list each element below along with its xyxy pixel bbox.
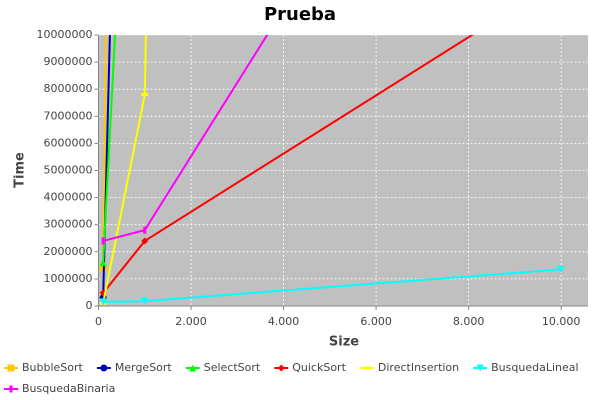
chart-title: Prueba — [264, 4, 336, 25]
y-tick-label: 1000000 — [44, 272, 93, 285]
data-point — [141, 93, 149, 97]
legend-label: BusquedaLineal — [491, 361, 578, 374]
legend-label: MergeSort — [115, 361, 173, 374]
legend-marker — [363, 366, 371, 370]
legend-label: BubbleSort — [22, 361, 84, 374]
legend-label: SelectSort — [204, 361, 261, 374]
legend-marker — [9, 385, 13, 393]
x-tick-label: 8.000 — [453, 315, 485, 328]
legend-label: DirectInsertion — [378, 361, 459, 374]
legend-label: QuickSort — [292, 361, 346, 374]
y-tick-label: 7000000 — [44, 109, 93, 122]
legend-label: BusquedaBinaria — [22, 382, 115, 395]
y-tick-label: 0 — [86, 299, 93, 312]
data-point — [557, 265, 565, 273]
legend: BubbleSort MergeSort SelectSort QuickSort Di… — [4, 361, 579, 395]
data-point — [141, 237, 149, 245]
data-point — [101, 237, 105, 245]
y-tick-label: 5000000 — [44, 164, 93, 177]
legend-marker — [277, 364, 285, 372]
y-tick-label: 3000000 — [44, 218, 93, 231]
x-tick-label: 6.000 — [360, 315, 392, 328]
y-tick-label: 10000000 — [37, 28, 93, 41]
y-tick-label: 9000000 — [44, 55, 93, 68]
legend-item: DirectInsertion — [359, 361, 459, 374]
data-point — [143, 226, 147, 234]
grid — [98, 34, 588, 307]
y-axis-label: Time — [13, 152, 28, 188]
legend-item: BusquedaLineal — [473, 361, 579, 374]
data-point — [99, 259, 107, 267]
x-axis-label: Size — [329, 335, 359, 350]
x-tick-label: 2.000 — [175, 315, 207, 328]
y-tick-label: 4000000 — [44, 191, 93, 204]
series-group — [99, 35, 565, 306]
y-tick-label: 8000000 — [44, 82, 93, 95]
legend-marker — [476, 364, 484, 372]
legend-marker — [7, 364, 15, 372]
x-tick-label: 4.000 — [268, 315, 300, 328]
x-tick-label: 0 — [95, 315, 102, 328]
legend-marker — [100, 364, 108, 372]
legend-item: MergeSort — [96, 361, 173, 374]
y-tick-label: 2000000 — [44, 245, 93, 258]
legend-item: BusquedaBinaria — [4, 382, 115, 395]
legend-marker — [189, 364, 197, 372]
legend-item: SelectSort — [185, 361, 261, 374]
y-tick-label: 6000000 — [44, 136, 93, 149]
legend-item: QuickSort — [274, 361, 347, 374]
legend-item: BubbleSort — [4, 361, 84, 374]
data-point — [99, 298, 107, 306]
x-tick-label: 10.000 — [542, 315, 581, 328]
data-point — [141, 297, 149, 305]
